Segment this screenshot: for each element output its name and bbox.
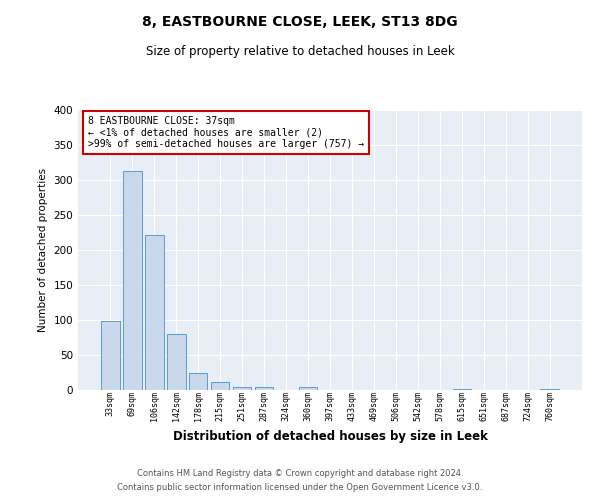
Bar <box>255 386 274 390</box>
Text: Contains public sector information licensed under the Open Government Licence v3: Contains public sector information licen… <box>118 484 482 492</box>
Bar <box>101 320 119 390</box>
Bar <box>145 234 164 390</box>
Bar <box>299 386 317 390</box>
Bar <box>233 386 251 390</box>
Text: Size of property relative to detached houses in Leek: Size of property relative to detached ho… <box>146 45 454 58</box>
Y-axis label: Number of detached properties: Number of detached properties <box>38 168 48 332</box>
X-axis label: Distribution of detached houses by size in Leek: Distribution of detached houses by size … <box>173 430 487 442</box>
Text: 8, EASTBOURNE CLOSE, LEEK, ST13 8DG: 8, EASTBOURNE CLOSE, LEEK, ST13 8DG <box>142 15 458 29</box>
Bar <box>211 382 229 390</box>
Bar <box>123 171 142 390</box>
Bar <box>167 334 185 390</box>
Bar <box>189 372 208 390</box>
Bar <box>541 388 559 390</box>
Text: 8 EASTBOURNE CLOSE: 37sqm
← <1% of detached houses are smaller (2)
>99% of semi-: 8 EASTBOURNE CLOSE: 37sqm ← <1% of detac… <box>88 116 364 149</box>
Text: Contains HM Land Registry data © Crown copyright and database right 2024.: Contains HM Land Registry data © Crown c… <box>137 468 463 477</box>
Bar <box>452 388 471 390</box>
